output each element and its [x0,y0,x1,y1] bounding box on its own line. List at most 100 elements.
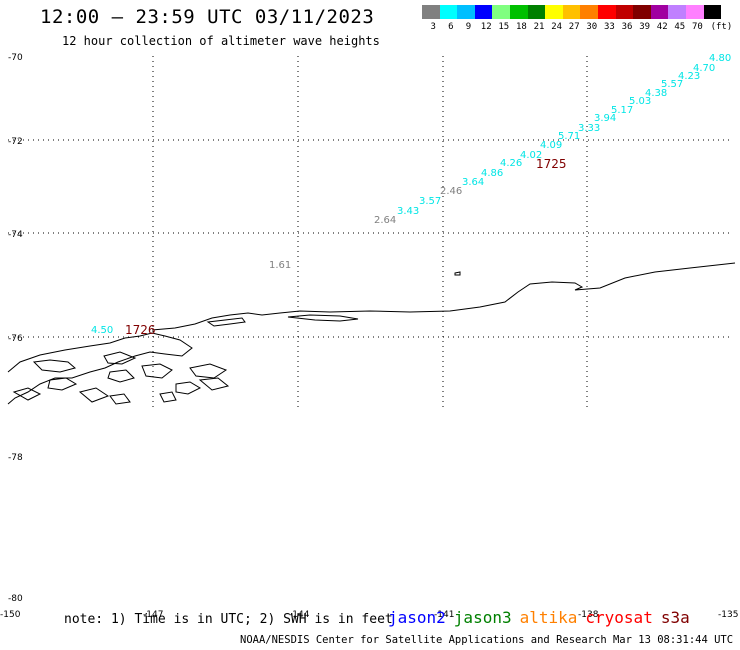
colorbar-swatch [474,5,493,19]
coastline-island [47,377,78,391]
coastline-main [151,262,736,331]
coastline-island [32,359,77,373]
coastline-islet [454,271,461,276]
latitude-label: -80 [8,594,23,604]
colorbar-swatch [703,5,722,19]
wave-height-reading: 5.71 [558,131,580,142]
coastline-west [7,332,193,405]
orbit-labels: 1725 1726 [125,157,567,337]
latitude-label: -70 [8,53,23,63]
longitude-label: -147 [143,610,163,620]
longitude-label: -138 [578,610,599,620]
wave-height-reading: 4.23 [678,71,700,82]
colorbar-label: 42 [656,22,668,32]
colorbar-label: 70 [692,22,703,32]
coastline-island [159,391,177,403]
coastline-island [78,387,110,403]
latitude-label: -72 [8,137,23,147]
longitude-label: -150 [0,610,21,620]
coastline-island [189,363,228,379]
colorbar-swatch [422,5,440,19]
wave-height-reading: 3.33 [578,123,600,134]
colorbar-label: 3 [430,22,436,32]
colorbar-label: 33 [604,22,615,32]
coastline-island [12,387,42,401]
wave-height-reading: 3.57 [419,196,441,207]
longitude-labels: -150 -147 -144 -141 -138 -135 [0,610,738,620]
coastline [7,262,736,405]
colorbar-swatch [527,5,546,19]
wave-height-reading: 2.46 [440,186,462,197]
wave-height-reading: 5.57 [661,79,683,90]
wave-height-reading: 4.80 [709,53,731,64]
wave-height-reading: 3.43 [397,206,419,217]
coastline-island [175,381,202,395]
colorbar-label: 27 [568,22,580,32]
colorbar-swatch [492,5,510,19]
coastline-island [198,377,230,391]
colorbar-label: 39 [639,22,651,32]
wave-height-reading: 5.17 [611,105,633,116]
wave-height-reading: 4.50 [91,325,113,336]
colorbar-swatch [650,5,669,19]
wave-height-reading: 3.64 [462,177,484,188]
satellite-label-jason3: jason3 [453,608,512,627]
wave-height-reading: 4.70 [693,63,715,74]
coastline-island [103,351,137,365]
wave-height-reading: 4.26 [500,158,522,169]
colorbar-swatch [439,5,458,19]
colorbar-label: 12 [480,22,492,32]
map-subtitle: 12 hour collection of altimeter wave hei… [62,34,380,48]
colorbar-swatch [668,5,686,19]
colorbar-swatch [580,5,598,19]
coastline-inlet [206,317,246,327]
colorbar-label: 24 [551,22,563,32]
colorbar-label: (ft) [710,22,733,32]
colorbar-label: 36 [621,22,633,32]
colorbar-swatch [545,5,563,19]
satellite-label-altika: altika [519,608,578,627]
wave-height-reading: 2.64 [374,215,396,226]
satellite-label-s3a: s3a [660,608,690,627]
satellite-legend: jason2 jason3 altika cryosat s3a [388,608,698,627]
wave-height-colorbar [422,5,722,19]
colorbar-swatch [457,5,475,19]
orbit-number-label: 1726 [125,323,156,337]
wave-height-reading: 3.94 [594,113,616,124]
colorbar-label: 30 [586,22,598,32]
colorbar-swatch [562,5,581,19]
colorbar-swatch [509,5,528,19]
colorbar-swatch [597,5,616,19]
colorbar-swatch [633,5,651,19]
wave-height-reading: 4.38 [645,88,667,99]
wave-height-reading: 4.86 [481,168,503,179]
map-title: 12:00 — 23:59 UTC 03/11/2023 [40,6,375,28]
longitude-label: -144 [289,610,310,620]
units-note: note: 1) Time is in UTC; 2) SWH is in fe… [64,612,393,627]
longitude-label: -135 [718,610,738,620]
wave-height-reading: 4.09 [540,140,562,151]
wave-height-labels: 4.804.704.235.574.385.035.173.943.335.71… [91,53,731,336]
credit-footer: NOAA/NESDIS Center for Satellite Applica… [240,634,740,646]
coastline-inlet [287,314,359,322]
satellite-label-jason2: jason2 [388,608,446,627]
colorbar-label: 21 [533,22,545,32]
coastline-island [141,363,173,379]
latitude-label: -78 [8,453,23,463]
colorbar-label: 18 [516,22,527,32]
satellite-label-cryosat: cryosat [585,608,653,627]
wave-height-reading: 5.03 [629,96,651,107]
wave-height-reading: 1.61 [269,260,291,271]
orbit-number-label: 1725 [536,157,567,171]
colorbar-label: 45 [674,22,686,32]
latitude-label: -76 [8,334,23,344]
latitude-labels: -70 -72 -74 -76 -78 -80 [8,53,23,604]
graticule [8,56,730,407]
colorbar-swatch [615,5,634,19]
colorbar-swatch [685,5,704,19]
colorbar-label: 6 [448,22,454,32]
coastline-island [107,369,135,383]
wave-height-reading: 4.02 [520,150,542,161]
latitude-label: -74 [8,230,23,240]
